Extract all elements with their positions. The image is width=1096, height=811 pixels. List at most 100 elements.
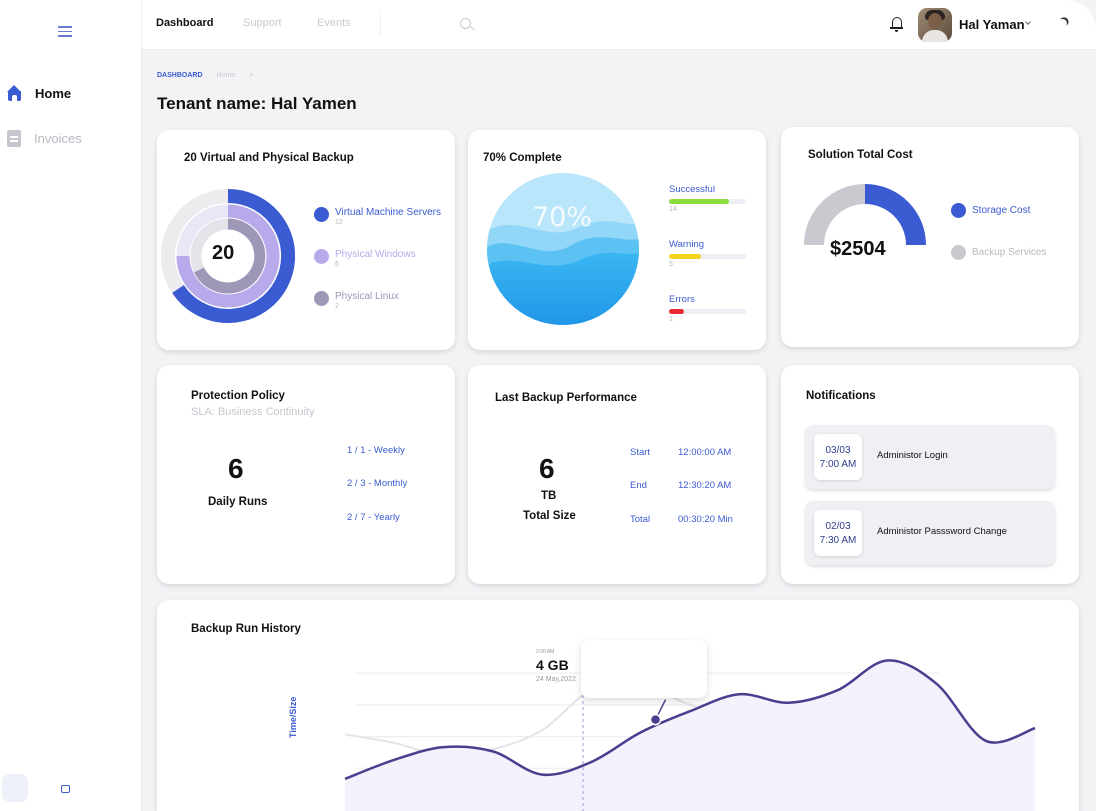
tab-dashboard[interactable]: Dashboard [156,17,214,29]
chart-hover-popup [581,640,707,698]
protection-policy-card: Protection Policy SLA: Business Continui… [157,365,455,584]
performance-unit: TB [541,490,557,502]
avatar[interactable] [918,8,952,42]
notification-text: Administor Passsword Change [877,526,1007,537]
status-errors: Errors 1 [669,294,749,323]
backup-performance-card: Last Backup Performance 6 TB Total Size … [468,365,766,584]
hamburger-menu-icon[interactable] [58,26,72,38]
breadcrumb-dashboard[interactable]: DASHBOARD [157,72,203,79]
perf-label-end: End [630,480,647,491]
user-name[interactable]: Hal Yaman [959,17,1025,32]
sidebar-item-home[interactable]: Home [7,85,71,101]
chevron-down-icon[interactable] [1025,19,1031,25]
notification-item[interactable]: 03/03 7:00 AM Administor Login [805,425,1055,489]
chart-hover-point[interactable] [649,713,662,726]
notification-date: 02/03 7:30 AM [814,510,862,556]
notifications-card: Notifications 03/03 7:00 AM Administor L… [781,365,1079,584]
status-successful: Successful 14 [669,184,749,213]
perf-label-total: Total [630,514,651,525]
legend-name: Virtual Machine Servers [335,207,441,218]
legend-dot [951,245,966,260]
breadcrumb-home[interactable]: Home [216,72,236,79]
legend-name: Backup Services [972,247,1047,258]
status-bar-fill [669,199,730,204]
donut-segment-virtual [172,189,295,323]
sidebar: Home Invoices [0,0,142,811]
legend-name: Storage Cost [972,205,1031,216]
breadcrumb-separator: > [249,72,254,79]
cost-amount: $2504 [830,238,886,260]
page-title: Tenant name: Hal Yamen [157,94,357,113]
performance-value-label: Total Size [523,510,576,522]
sidebar-item-label: Invoices [34,131,82,146]
card-title: Backup Run History [191,623,301,635]
policy-value: 6 [228,453,244,484]
legend-count: 12 [335,219,343,226]
topbar: Dashboard Support Events Hal Yaman [142,0,1096,50]
status-name: Warning [669,239,705,250]
backup-total: 20 [212,242,235,264]
status-count: 14 [669,206,677,213]
card-title: Last Backup Performance [495,392,637,404]
notification-date-time: 7:00 AM [819,459,857,470]
backup-donut-chart [161,189,295,323]
series-area-primary [345,660,1035,811]
series-line-primary [344,659,1036,781]
status-bar-fill [669,309,685,314]
document-icon [7,130,21,147]
card-title: Notifications [806,390,876,402]
notification-date-day: 02/03 [825,521,851,532]
notification-date-time: 7:30 AM [819,535,857,546]
sidebar-item-invoices[interactable]: Invoices [7,130,82,147]
status-bar-fill [669,254,702,259]
sidebar-item-label: Home [35,85,72,101]
cost-card: Solution Total Cost $2504 Storage Cost B… [781,127,1079,347]
card-title: 70% Complete [483,152,562,164]
notification-text: Administor Login [877,450,948,461]
legend-item: Backup Services [951,245,1046,260]
tab-events[interactable]: Events [317,17,351,29]
schedule-monthly[interactable]: 2 / 3 - Monthly [347,478,408,489]
legend-item: Storage Cost [951,203,1030,218]
chat-icon[interactable] [61,785,70,793]
tab-support[interactable]: Support [243,17,282,29]
search-icon[interactable] [460,18,471,29]
tooltip-value: 4 GB [536,657,569,673]
legend-dot [314,291,329,306]
completion-percent-label: 70% [532,202,593,233]
legend-dot [951,203,966,218]
schedule-yearly[interactable]: 2 / 7 - Yearly [347,512,400,523]
tooltip-date: 24 May,2022 [536,676,576,683]
chart-y-axis-label: Time/Size [288,696,298,738]
status-count: 5 [669,261,673,268]
schedule-weekly[interactable]: 1 / 1 - Weekly [347,445,405,456]
card-title: Protection Policy [191,390,285,402]
cost-gauge-chart [804,184,926,246]
gauge-segment-storage [864,184,926,246]
perf-value-end: 12:30:20 AM [678,480,732,491]
policy-value-label: Daily Runs [208,496,268,508]
status-name: Successful [669,184,715,195]
donut-segment-linux [194,218,266,294]
card-title: 20 Virtual and Physical Backup [184,152,354,164]
legend-count: 2 [335,303,339,310]
status-bar-track [669,199,746,204]
status-warning: Warning 5 [669,239,749,268]
tooltip-time: 2:00 AM [536,649,555,655]
status-name: Errors [669,294,695,305]
legend-item: Physical Linux 2 [314,291,399,310]
performance-value: 6 [539,453,555,484]
legend-name: Physical Windows [335,249,416,260]
legend-item: Virtual Machine Servers 12 [314,207,441,226]
completion-wave-chart [487,173,639,325]
status-count: 1 [669,316,673,323]
legend-dot [314,249,329,264]
moon-icon[interactable] [1057,18,1069,30]
sidebar-bottom-button[interactable] [2,774,28,802]
legend-dot [314,207,329,222]
notification-item[interactable]: 02/03 7:30 AM Administor Passsword Chang… [805,501,1055,565]
perf-value-start: 12:00:00 AM [678,447,732,458]
donut-segment-windows [176,204,280,308]
legend-item: Physical Windows 6 [314,249,416,268]
bell-icon[interactable] [890,17,903,32]
